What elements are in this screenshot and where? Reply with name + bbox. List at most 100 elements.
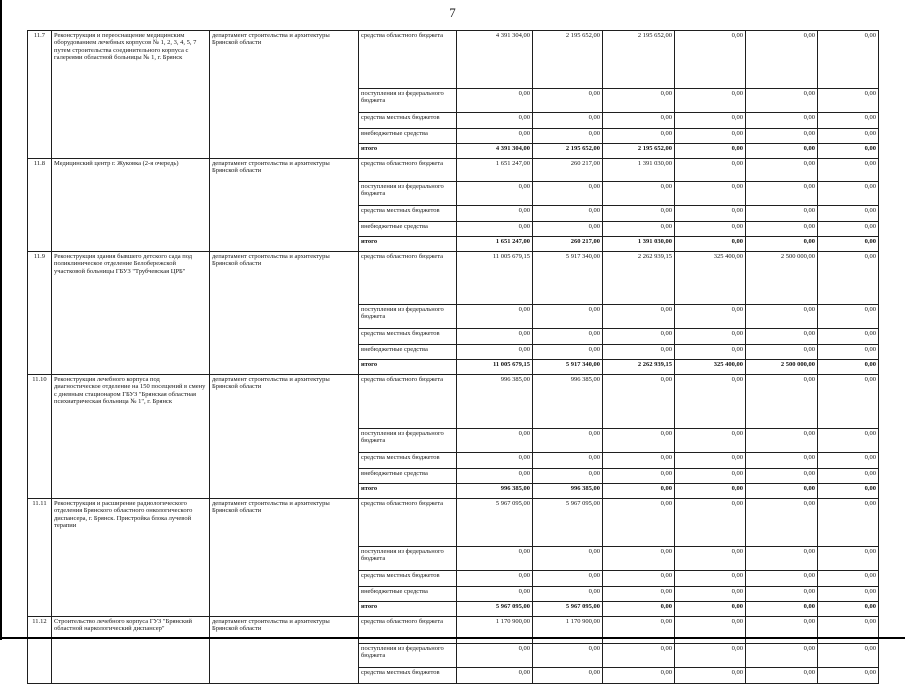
amount-cell: 0,00 [532,468,603,484]
table-row: средства местных бюджетов 0,00 0,00 0,00 0,0… [28,570,879,587]
amount-cell: 0,00 [817,452,879,469]
amount-cell: 0,00 [532,667,603,684]
funding-source-cell: итого [358,143,457,159]
amount-cell: 0,00 [817,143,879,159]
funding-source-cell: средства областного бюджета [358,374,457,429]
amount-cell: 0,00 [532,112,603,129]
funding-source-cell: поступления из федерального бюджета [358,304,457,329]
amount-cell: 0,00 [602,452,675,469]
scan-edge-bottom-line [0,637,905,639]
amount-cell: 0,00 [532,643,603,668]
amount-cell: 0,00 [674,483,746,499]
amount-cell: 325 400,00 [674,251,746,305]
amount-cell: 0,00 [817,468,879,484]
amount-cell: 0,00 [817,304,879,329]
amount-cell: 0,00 [532,452,603,469]
amount-cell: 0,00 [456,570,533,587]
amount-cell: 11 005 679,15 [456,359,533,375]
amount-cell: 5 917 340,00 [532,251,603,305]
funding-source-cell: средства областного бюджета [358,30,457,89]
amount-cell: 0,00 [532,304,603,329]
amount-cell: 0,00 [745,158,818,182]
amount-cell: 996 385,00 [532,483,603,499]
funding-source-cell: средства областного бюджета [358,498,457,547]
amount-cell: 0,00 [674,88,746,113]
amount-cell: 0,00 [817,30,879,89]
amount-cell: 0,00 [674,570,746,587]
amount-cell: 0,00 [817,88,879,113]
amount-cell: 0,00 [674,344,746,360]
project-name-cell: Медицинский центр г. Жуковка (2-я очеред… [51,158,210,252]
amount-cell: 0,00 [817,667,879,684]
funding-source-cell: внебюджетные средства [358,344,457,360]
amount-cell: 0,00 [817,483,879,499]
scan-edge-left-line [0,0,2,640]
amount-cell: 0,00 [745,483,818,499]
amount-cell: 0,00 [674,468,746,484]
amount-cell: 0,00 [817,221,879,237]
amount-cell: 2 195 652,00 [602,30,675,89]
table-row: средства местных бюджетов 0,00 0,00 0,00 0,0… [28,452,879,469]
table-row: 11.9 Реконструкция здания бывшего детског… [27,251,879,375]
amount-cell: 0,00 [602,112,675,129]
department-cell: департамент строительства и архитектуры … [209,30,359,159]
amount-cell: 0,00 [674,205,746,222]
funding-source-cell: поступления из федерального бюджета [358,546,457,571]
amount-cell: 996 385,00 [532,374,603,429]
amount-cell: 0,00 [456,546,533,571]
amount-cell: 1 170 900,00 [532,616,603,644]
amount-cell: 0,00 [745,468,818,484]
budget-table: 11.7 Реконструкция и переоснащение медици… [27,30,879,684]
funding-source-cell: средства областного бюджета [358,158,457,182]
amount-cell: 0,00 [674,112,746,129]
amount-cell: 0,00 [456,452,533,469]
table-row: 11.8 Медицинский центр г. Жуковка (2-я оч… [27,158,879,252]
amount-cell: 0,00 [745,374,818,429]
amount-cell: 0,00 [602,616,675,644]
department-cell: департамент строительства и архитектуры … [209,616,359,684]
amount-cell: 0,00 [602,374,675,429]
table-row: 11.12 Строительство лечебного корпуса ГУЗ… [27,616,879,684]
amount-cell: 0,00 [456,344,533,360]
amount-cell: 0,00 [532,128,603,144]
amount-cell: 0,00 [674,30,746,89]
funding-source-cell: внебюджетные средства [358,468,457,484]
amount-cell: 0,00 [674,616,746,644]
amount-cell: 0,00 [745,328,818,345]
table-row: поступления из федерального бюджета 0,00 0… [28,88,879,113]
amount-cell: 0,00 [602,667,675,684]
funding-source-cell: поступления из федерального бюджета [358,643,457,668]
amount-cell: 0,00 [602,483,675,499]
amount-cell: 0,00 [745,88,818,113]
project-number-cell: 11.9 [27,251,52,375]
amount-cell: 0,00 [817,498,879,547]
amount-cell: 0,00 [674,236,746,252]
amount-cell: 1 651 247,00 [456,236,533,252]
amount-cell: 0,00 [532,570,603,587]
amount-cell: 0,00 [817,428,879,453]
amount-cell: 0,00 [817,601,879,617]
amount-cell: 0,00 [817,236,879,252]
funding-source-cell: итого [358,236,457,252]
table-row: внебюджетные средства 0,00 0,00 0,00 0,00 0,0… [28,344,879,360]
amount-cell: 0,00 [745,344,818,360]
amount-cell: 0,00 [674,643,746,668]
amount-cell: 0,00 [745,570,818,587]
amount-cell: 0,00 [456,181,533,206]
amount-cell: 0,00 [456,667,533,684]
table-row: 11.11 Реконструкция и расширение радиолог… [27,498,879,617]
amount-cell: 2 195 652,00 [532,143,603,159]
amount-cell: 2 500 000,00 [745,251,818,305]
amount-cell: 0,00 [602,344,675,360]
funding-source-cell: средства местных бюджетов [358,328,457,345]
amount-cell: 5 917 340,00 [532,359,603,375]
amount-cell: 0,00 [602,128,675,144]
amount-cell: 0,00 [532,205,603,222]
amount-cell: 5 967 095,00 [532,601,603,617]
project-number-cell: 11.11 [27,498,52,617]
budget-table-body: 11.7 Реконструкция и переоснащение медици… [27,30,879,684]
amount-cell: 0,00 [532,328,603,345]
amount-cell: 0,00 [456,205,533,222]
amount-cell: 0,00 [817,586,879,602]
amount-cell: 1 391 030,00 [602,158,675,182]
